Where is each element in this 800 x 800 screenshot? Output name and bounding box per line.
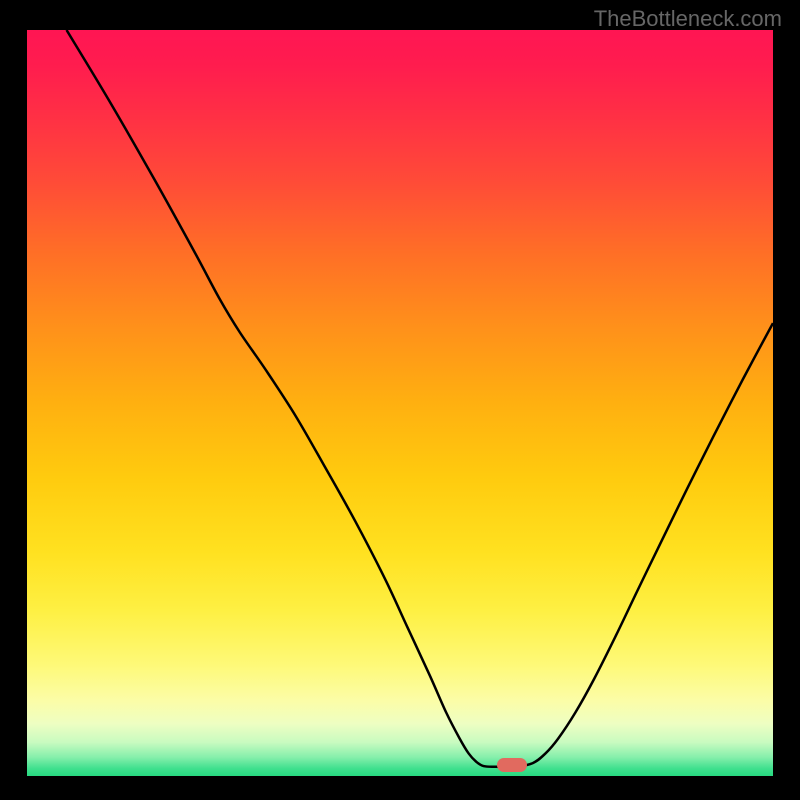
curve-path: [67, 30, 773, 767]
chart-marker: [497, 758, 527, 772]
watermark-text: TheBottleneck.com: [594, 6, 782, 32]
chart-curve: [27, 30, 773, 772]
chart-plot-area: [27, 30, 773, 772]
